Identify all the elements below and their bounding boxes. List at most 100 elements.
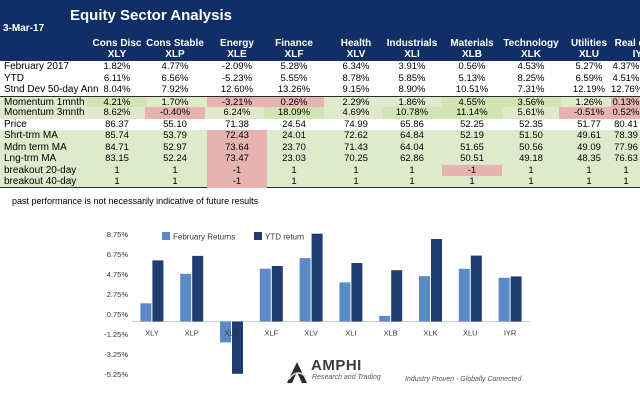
table-cell: 77.96 xyxy=(614,141,638,153)
table-cell: 1.26% xyxy=(575,96,603,108)
table-cell: 11.14% xyxy=(442,107,502,119)
table-row: breakout 20-day 1 1 -1 1 1 1 -1 1 1 1 xyxy=(0,164,640,176)
table-cell: -1 xyxy=(442,164,502,176)
table-cell: 24.54 xyxy=(282,118,306,130)
row-label: Momentum 1mnth xyxy=(4,96,85,108)
table-cell: 84.71 xyxy=(105,141,129,153)
table-cell: -2.09% xyxy=(221,61,253,72)
table-cell: 1 xyxy=(409,176,415,187)
table-cell: 64.84 xyxy=(400,130,424,141)
table-cell: 10.78% xyxy=(382,107,442,119)
table-cell: 51.77 xyxy=(577,118,601,130)
table-cell: 12.60% xyxy=(220,84,254,95)
table-cell: 53.79 xyxy=(163,130,187,141)
table-cell: 5.13% xyxy=(458,72,486,84)
table-cell: 1 xyxy=(409,164,415,176)
x-category-label: XLB xyxy=(384,329,398,338)
table-cell: 83.15 xyxy=(105,153,129,164)
x-category-label: XLV xyxy=(304,329,318,338)
x-category-label: XLU xyxy=(463,329,478,338)
sector-name: Materials xyxy=(450,38,494,49)
table-cell: 1 xyxy=(172,176,178,187)
sector-table: February 2017 1.82% 4.77% -2.09% 5.28% 6.34% 3… xyxy=(0,61,640,188)
table-cell: 51.50 xyxy=(519,130,543,141)
sector-header-xlv: Health XLV xyxy=(326,38,386,60)
y-tick-label: 2.75% xyxy=(107,290,129,299)
bar-xlf-ytd xyxy=(271,266,283,322)
table-row: Lng-trm MA 83.15 52.24 73.47 23.03 70.25 62.86… xyxy=(0,153,640,165)
table-cell: 72.62 xyxy=(344,130,368,141)
sector-ticker: XLF xyxy=(284,49,304,60)
sector-header-xlp: Cons Stable XLP xyxy=(145,38,205,60)
bar-xly-ytd xyxy=(152,260,164,322)
row-label: Price xyxy=(4,118,27,130)
table-cell: 6.59% xyxy=(575,72,603,84)
y-tick-label: 8.75% xyxy=(107,230,129,239)
x-category-label: XLF xyxy=(264,329,278,338)
sector-ticker: XLU xyxy=(579,49,599,60)
table-cell: 9.15% xyxy=(342,84,370,95)
x-category-label: XLP xyxy=(185,329,199,338)
table-cell: 76.63 xyxy=(614,153,638,164)
header-band: Equity Sector Analysis 3-Mar-17 Cons Dis… xyxy=(0,0,640,61)
table-cell: 1 xyxy=(586,176,592,187)
table-cell: 1 xyxy=(528,176,534,187)
sector-ticker: XLK xyxy=(521,49,541,60)
table-cell: 5.85% xyxy=(398,72,426,84)
y-tick-label: -3.25% xyxy=(104,350,128,359)
table-cell: 1 xyxy=(114,164,120,176)
table-cell: 23.70 xyxy=(282,141,306,153)
x-category-label: XLE xyxy=(224,329,238,338)
table-cell: 4.53% xyxy=(517,61,545,72)
row-label: breakout 20-day xyxy=(4,164,77,176)
table-cell: 70.25 xyxy=(344,153,368,164)
bar-xly-february xyxy=(140,303,152,322)
bar-xli-february xyxy=(339,282,351,322)
legend-label: February Returns xyxy=(173,233,235,242)
table-cell: 50.51 xyxy=(460,153,484,164)
sector-ticker: XLB xyxy=(462,49,482,60)
table-cell: 0.13% xyxy=(611,96,640,108)
table-cell: 4.77% xyxy=(161,61,189,72)
table-cell: 78.39 xyxy=(614,130,638,141)
table-cell: 52.97 xyxy=(163,141,187,153)
table-cell: 49.09 xyxy=(577,141,601,153)
bar-xlb-ytd xyxy=(391,270,403,322)
table-cell: 55.10 xyxy=(163,118,187,130)
table-cell: 4.69% xyxy=(342,107,370,118)
sector-name: Finance xyxy=(275,38,313,49)
sector-ticker: IYR xyxy=(632,49,640,60)
table-cell: 48.35 xyxy=(577,153,601,164)
table-cell: 49.18 xyxy=(519,153,543,164)
sector-ticker: XLE xyxy=(227,49,247,60)
disclaimer: past performance is not necessarily indi… xyxy=(12,196,259,206)
table-cell: 1 xyxy=(586,164,592,176)
table-cell: 52.35 xyxy=(519,118,543,130)
sector-header-xli: Industrials XLI xyxy=(382,38,442,60)
sector-name: Health xyxy=(340,38,372,49)
sector-name: Real estate xyxy=(614,38,640,49)
table-cell: 1 xyxy=(172,164,178,176)
row-label: Mdm term MA xyxy=(4,141,67,153)
row-label: February 2017 xyxy=(4,61,70,72)
sector-header-xle: Energy XLE xyxy=(207,38,267,60)
table-row: Momentum 3mnth 8.62% -0.40% 6.24% 18.09% 4.69… xyxy=(0,107,640,119)
table-cell: 1.86% xyxy=(398,96,426,108)
table-cell: 71.43 xyxy=(344,141,368,153)
table-cell: 3.56% xyxy=(501,96,561,108)
table-cell: 2.29% xyxy=(342,96,370,108)
y-tick-label: 0.75% xyxy=(107,310,129,319)
table-cell: 73.64 xyxy=(207,141,267,153)
table-cell: 8.78% xyxy=(342,72,370,84)
bar-iyr-ytd xyxy=(510,276,522,322)
logo-subtitle: Research and Trading xyxy=(312,374,381,381)
table-cell: 64.04 xyxy=(400,141,424,153)
table-row: February 2017 1.82% 4.77% -2.09% 5.28% 6.34% 3… xyxy=(0,61,640,73)
table-cell: 8.04% xyxy=(103,84,131,95)
legend-swatch xyxy=(162,232,170,240)
sector-header-xlf: Finance XLF xyxy=(264,38,324,60)
table-cell: 4.21% xyxy=(87,96,147,108)
table-cell: 23.03 xyxy=(282,153,306,164)
sector-header-iyr: Real estateIYR xyxy=(611,38,640,60)
table-cell: 5.55% xyxy=(280,72,308,84)
